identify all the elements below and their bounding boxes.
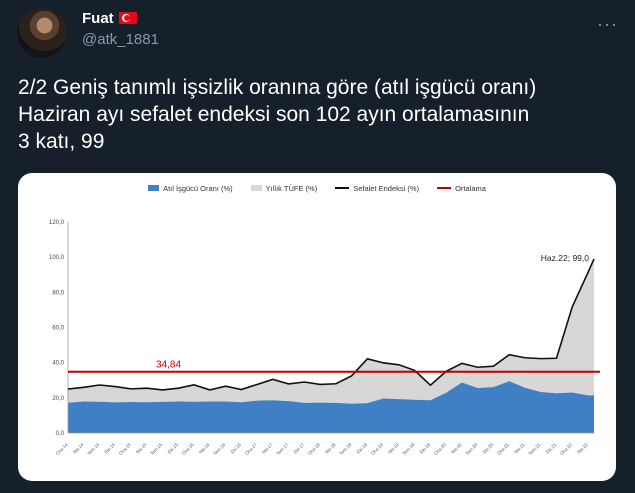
x-tick-label: Tem.21 (527, 442, 541, 456)
y-tick-label: 120,0 (49, 220, 65, 226)
x-tick-label: Eki.20 (482, 442, 495, 455)
author-handle[interactable]: @atk_1881 (82, 31, 159, 48)
x-tick-label: Nis.21 (513, 442, 526, 455)
x-tick-label: Eki.18 (356, 442, 369, 455)
x-tick-label: Nis.15 (135, 442, 148, 455)
more-horizontal-icon[interactable]: ··· (597, 14, 618, 34)
x-tick-label: Nis.18 (324, 442, 337, 455)
x-tick-label: Nis.17 (261, 442, 274, 455)
x-tick-label: Tem.16 (212, 442, 226, 456)
x-tick-label: Oca.14 (55, 442, 69, 456)
x-tick-label: Nis.16 (198, 442, 211, 455)
last-point-annotation: Haz.22; 99,0 (541, 253, 589, 263)
x-tick-label: Tem.20 (464, 442, 478, 456)
legend-label: Sefalet Endeksi (%) (353, 183, 420, 193)
x-tick-label: Oca.17 (244, 442, 258, 456)
tweet-text: 2/2 Geniş tanımlı işsizlik oranına göre … (18, 74, 618, 155)
author-name-text[interactable]: Fuat (82, 10, 114, 27)
legend-swatch (437, 187, 452, 189)
x-tick-label: Oca.15 (118, 442, 132, 456)
y-tick-label: 0,0 (56, 431, 65, 437)
legend-swatch (250, 185, 262, 191)
tufe-area (68, 258, 594, 404)
legend-item: Yıllık TÜFE (%) (250, 183, 318, 193)
y-tick-label: 20,0 (52, 396, 64, 402)
tweet-media-chart[interactable]: Atıl İşgücü Oranı (%) Yıllık TÜFE (%) Se… (18, 173, 616, 481)
y-tick-label: 40,0 (52, 361, 64, 367)
x-tick-label: Eki.19 (419, 442, 432, 455)
author-name[interactable]: Fuat (82, 10, 137, 27)
x-tick-label: Oca.22 (559, 442, 573, 456)
x-tick-label: Tem.18 (338, 442, 352, 456)
legend-item: Sefalet Endeksi (%) (335, 184, 419, 193)
x-tick-label: Eki.21 (545, 442, 558, 455)
x-tick-label: Eki.14 (104, 442, 117, 455)
x-tick-label: Oca.19 (370, 442, 384, 456)
x-tick-label: Tem.14 (86, 442, 100, 456)
legend-label: Yıllık TÜFE (%) (265, 183, 318, 193)
x-tick-label: Nis.22 (576, 442, 589, 455)
x-tick-label: Eki.16 (230, 442, 243, 455)
x-tick-label: Eki.17 (293, 442, 306, 455)
y-tick-label: 60,0 (52, 326, 64, 332)
y-tick-label: 80,0 (52, 290, 64, 296)
legend-item: Atıl İşgücü Oranı (%) (148, 184, 233, 193)
x-tick-label: Tem.15 (149, 442, 163, 456)
x-tick-label: Oca.20 (433, 442, 447, 456)
x-tick-label: Nis.20 (450, 442, 463, 455)
tweet-text-line: 2/2 Geniş tanımlı işsizlik oranına göre … (18, 76, 537, 99)
legend-swatch (148, 185, 160, 191)
avatar[interactable] (17, 8, 67, 58)
atil-isgucu-area (68, 381, 594, 433)
tweet-header: Fuat @atk_1881 ··· (0, 0, 635, 64)
x-tick-label: Oca.18 (307, 442, 321, 456)
x-tick-label: Eki.15 (167, 442, 180, 455)
x-tick-label: Nis.19 (387, 442, 400, 455)
legend-label: Atıl İşgücü Oranı (%) (163, 183, 233, 193)
tweet-text-line: Haziran ayı sefalet endeksi son 102 ayın… (18, 103, 530, 126)
x-tick-label: Tem.17 (275, 442, 289, 456)
tweet-text-line: 3 katı, 99 (18, 130, 105, 153)
x-tick-label: Oca.16 (181, 442, 195, 456)
y-tick-label: 100,0 (49, 255, 65, 261)
turkey-flag-icon (118, 12, 137, 24)
legend-swatch (335, 187, 350, 189)
chart-legend: Atıl İşgücü Oranı (%) Yıllık TÜFE (%) Se… (18, 173, 616, 203)
x-tick-label: Oca.21 (496, 442, 510, 456)
legend-label: Ortalama (455, 183, 486, 193)
x-tick-label: Tem.19 (401, 442, 415, 456)
average-label: 34,84 (156, 360, 181, 371)
x-tick-label: Nis.14 (72, 442, 85, 455)
legend-item: Ortalama (437, 184, 486, 193)
sefalet-endeksi-line (67, 258, 595, 391)
